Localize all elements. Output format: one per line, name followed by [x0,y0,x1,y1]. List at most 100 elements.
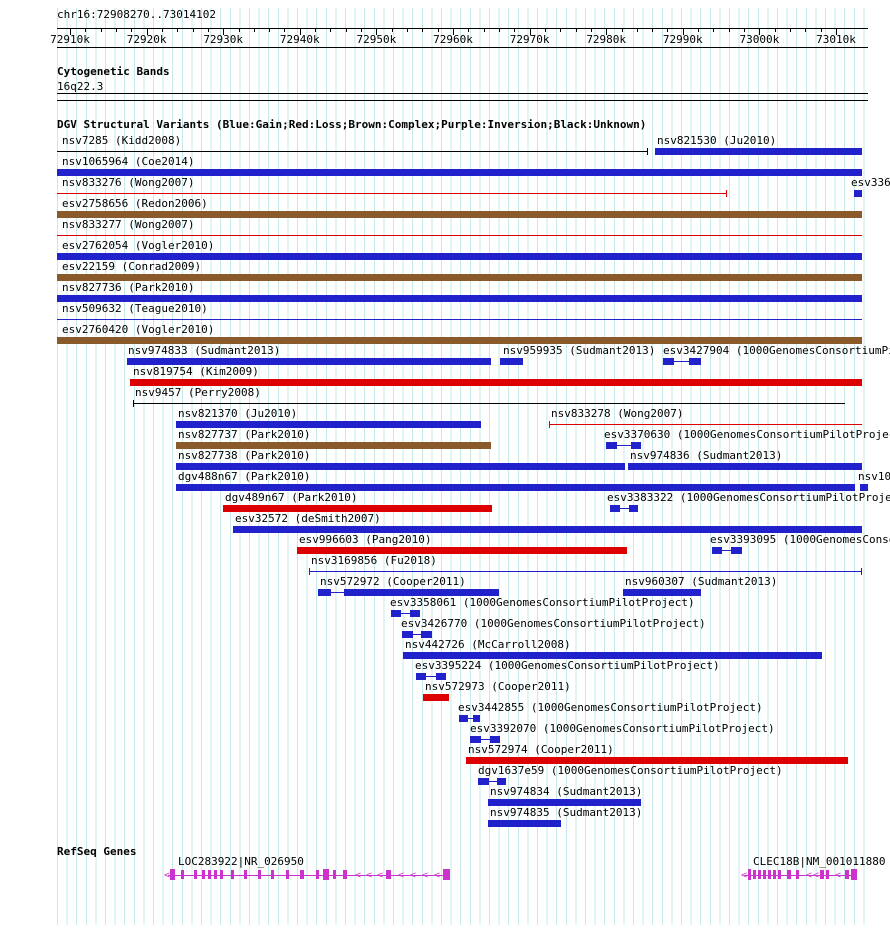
gene-exon[interactable] [443,869,450,880]
variant-bar[interactable] [133,403,845,404]
variant-bar[interactable] [57,319,862,320]
variant-bar[interactable] [663,358,674,365]
variant-label[interactable]: nsv821530 (Ju2010) [657,134,777,147]
variant-label[interactable]: nsv7285 (Kidd2008) [62,134,182,147]
variant-label[interactable]: nsv572972 (Cooper2011) [320,575,466,588]
variant-bar[interactable] [423,694,449,701]
gene-exon[interactable] [271,870,274,879]
variant-bar[interactable] [497,778,506,785]
variant-bar[interactable] [223,505,492,512]
variant-bar[interactable] [631,442,641,449]
variant-bar[interactable] [623,589,701,596]
gene-exon[interactable] [214,870,217,879]
variant-bar[interactable] [628,463,862,470]
variant-bar[interactable] [473,715,480,722]
variant-bar[interactable] [176,421,481,428]
variant-label[interactable]: nsv833278 (Wong2007) [551,407,684,420]
gene-exon[interactable] [763,870,766,879]
gene-exon[interactable] [286,870,289,879]
variant-bar[interactable] [854,190,862,197]
gene-exon[interactable] [820,870,824,879]
gene-exon[interactable] [181,870,184,879]
variant-label[interactable]: esv3427904 (1000GenomesConsortiumPilot [663,344,890,357]
variant-label[interactable]: esv3426770 (1000GenomesConsortiumPilotPr… [401,617,706,630]
variant-bar[interactable] [731,547,742,554]
variant-label[interactable]: nsv572974 (Cooper2011) [468,743,614,756]
variant-bar[interactable] [606,442,617,449]
variant-label[interactable]: esv3383322 (1000GenomesConsortiumPilotPr… [607,491,890,504]
variant-bar[interactable] [610,505,620,512]
variant-label[interactable]: esv336 [851,176,890,189]
variant-bar[interactable] [391,610,401,617]
variant-bar[interactable] [176,442,491,449]
variant-bar[interactable] [416,673,426,680]
variant-bar[interactable] [176,484,855,491]
gene-exon[interactable] [220,870,223,879]
variant-bar[interactable] [500,358,523,365]
variant-bar[interactable] [297,547,627,554]
variant-bar[interactable] [233,526,862,533]
variant-label[interactable]: nsv827737 (Park2010) [178,428,311,441]
gene-exon[interactable] [316,870,319,879]
variant-bar[interactable] [655,148,862,155]
gene-exon[interactable] [778,870,781,879]
gene-exon[interactable] [333,870,336,879]
variant-bar[interactable] [344,589,499,596]
variant-bar[interactable] [57,274,862,281]
gene-exon[interactable] [170,869,175,880]
gene-exon[interactable] [258,870,261,879]
gene-label[interactable]: LOC283922|NR_026950 [178,855,304,868]
gene-exon[interactable] [231,870,234,879]
variant-label[interactable]: nsv833277 (Wong2007) [62,218,195,231]
variant-bar[interactable] [402,631,413,638]
variant-label[interactable]: esv3358061 (1000GenomesConsortiumPilotPr… [390,596,695,609]
variant-label[interactable]: nsv572973 (Cooper2011) [425,680,571,693]
variant-label[interactable]: nsv960307 (Sudmant2013) [625,575,778,588]
variant-bar[interactable] [629,505,638,512]
gene-exon[interactable] [323,869,329,880]
variant-label[interactable]: dgv1637e59 (1000GenomesConsortiumPilotPr… [478,764,783,777]
variant-label[interactable]: esv3442855 (1000GenomesConsortiumPilotPr… [458,701,763,714]
gene-exon[interactable] [787,870,791,879]
variant-bar[interactable] [57,235,862,236]
variant-bar[interactable] [57,211,862,218]
variant-bar[interactable] [318,589,331,596]
gene-exon[interactable] [244,870,247,879]
variant-bar[interactable] [309,571,862,572]
gene-exon[interactable] [796,870,799,879]
variant-label[interactable]: esv2760420 (Vogler2010) [62,323,215,336]
variant-label[interactable]: esv3370630 (1000GenomesConsortiumPilotPr… [604,428,890,441]
variant-bar[interactable] [549,424,862,425]
gene-exon[interactable] [826,870,829,879]
variant-label[interactable]: nsv1065964 (Coe2014) [62,155,195,168]
gene-exon[interactable] [194,870,197,879]
variant-bar[interactable] [466,757,848,764]
variant-label[interactable]: nsv819754 (Kim2009) [133,365,259,378]
variant-bar[interactable] [490,736,500,743]
variant-label[interactable]: esv22159 (Conrad2009) [62,260,202,273]
variant-bar[interactable] [57,193,727,194]
variant-label[interactable]: esv3393095 (1000GenomesConsort [710,533,890,546]
variant-bar[interactable] [421,631,432,638]
variant-label[interactable]: nsv974835 (Sudmant2013) [490,806,643,819]
variant-label[interactable]: esv996603 (Pang2010) [299,533,432,546]
variant-bar[interactable] [127,358,491,365]
variant-bar[interactable] [130,379,862,386]
gene-exon[interactable] [773,870,776,879]
gene-exon[interactable] [851,869,857,880]
variant-bar[interactable] [860,484,868,491]
variant-bar[interactable] [57,337,862,344]
variant-label[interactable]: esv3395224 (1000GenomesConsortiumPilotPr… [415,659,720,672]
gene-exon[interactable] [845,870,849,879]
variant-label[interactable]: nsv827736 (Park2010) [62,281,195,294]
variant-label[interactable]: nsv827738 (Park2010) [178,449,311,462]
variant-label[interactable]: dgv488n67 (Park2010) [178,470,311,483]
gene-exon[interactable] [748,869,751,880]
gene-exon[interactable] [300,870,304,879]
variant-bar[interactable] [488,820,561,827]
variant-label[interactable]: nsv974833 (Sudmant2013) [128,344,281,357]
variant-bar[interactable] [57,295,862,302]
variant-bar[interactable] [488,799,641,806]
variant-bar[interactable] [57,151,648,152]
variant-bar[interactable] [436,673,446,680]
